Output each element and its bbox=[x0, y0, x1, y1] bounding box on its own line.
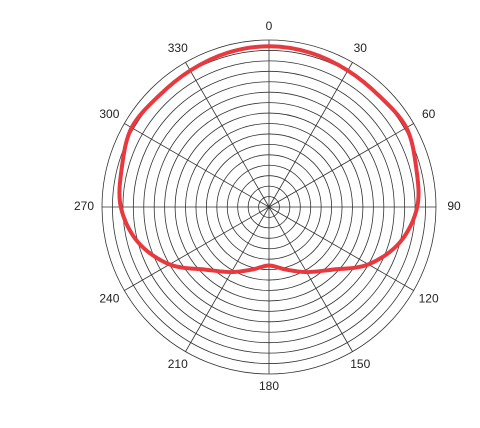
angle-label: 330 bbox=[168, 41, 188, 55]
angle-label: 60 bbox=[422, 107, 436, 121]
spoke bbox=[268, 206, 414, 291]
angle-label: 240 bbox=[99, 291, 119, 305]
spoke bbox=[268, 62, 353, 208]
spoke bbox=[124, 206, 270, 291]
angle-label: 30 bbox=[354, 41, 368, 55]
spoke bbox=[185, 206, 270, 352]
angle-label: 270 bbox=[74, 199, 94, 213]
angle-label: 300 bbox=[99, 107, 119, 121]
spoke bbox=[268, 123, 414, 208]
spoke bbox=[268, 206, 353, 352]
pattern-line bbox=[117, 44, 421, 275]
spoke bbox=[185, 62, 270, 208]
angle-label: 0 bbox=[266, 19, 273, 33]
spoke bbox=[124, 123, 270, 208]
angle-label: 180 bbox=[259, 379, 279, 393]
angle-label: 120 bbox=[419, 291, 439, 305]
angle-label: 150 bbox=[350, 357, 370, 371]
angle-label: 90 bbox=[447, 199, 461, 213]
angle-label: 210 bbox=[168, 357, 188, 371]
